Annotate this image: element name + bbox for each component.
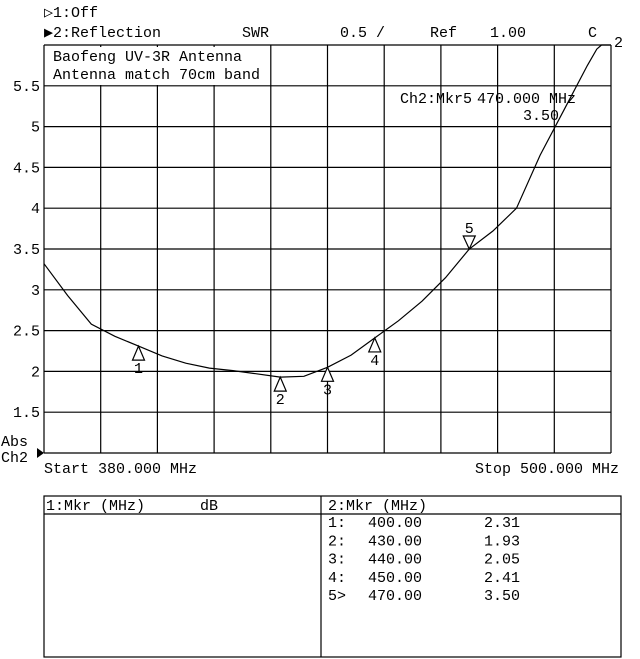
marker-triangle-icon <box>462 235 477 251</box>
format-label: SWR <box>242 25 269 42</box>
y-tick-label: 2.5 <box>13 324 40 341</box>
marker-frequency: 470.00 <box>368 588 422 605</box>
marker-label: 1 <box>134 361 143 378</box>
ref-value: 1.00 <box>490 25 526 42</box>
marker-value: 2.31 <box>484 515 520 532</box>
marker-1[interactable]: 1 <box>131 344 146 378</box>
marker-id: 5> <box>328 588 346 605</box>
active-marker-value: 3.50 <box>523 108 559 125</box>
channel-1-status: ▷1:Off <box>44 5 98 22</box>
marker-table-row: 1: 400.00 2.31 <box>328 515 520 532</box>
left-table-unit: dB <box>200 498 218 515</box>
marker-4[interactable]: 4 <box>367 336 382 370</box>
y-tick-label: 5 <box>31 120 40 137</box>
marker-table-row: 5> 470.00 3.50 <box>328 588 520 605</box>
trace-end-label: 2 <box>614 35 623 52</box>
marker-3[interactable]: 3 <box>320 365 335 399</box>
marker-table-row: 2: 430.00 1.93 <box>328 533 520 550</box>
marker-triangle-icon <box>320 365 335 382</box>
channel-2-status: ▶2:Reflection <box>44 25 161 42</box>
marker-frequency: 400.00 <box>368 515 422 532</box>
stop-frequency: Stop 500.000 MHz <box>475 461 619 478</box>
correction-indicator: C <box>588 25 597 42</box>
swr-trace <box>43 44 611 378</box>
marker-2[interactable]: 2 <box>273 375 288 409</box>
marker-value: 2.41 <box>484 570 520 587</box>
marker-id: 2: <box>328 533 346 550</box>
marker-value: 2.05 <box>484 552 520 569</box>
marker-triangle-icon <box>131 344 146 361</box>
marker-triangle-icon <box>273 375 288 392</box>
marker-table: 1:Mkr (MHz) dB 2:Mkr (MHz) 1: 400.00 2.312… <box>43 495 622 658</box>
start-frequency: Start 380.000 MHz <box>44 461 197 478</box>
ref-label: Ref <box>430 25 457 42</box>
marker-id: 4: <box>328 570 346 587</box>
y-tick-label: 5.5 <box>13 79 40 96</box>
title-line-2: Antenna match 70cm band <box>53 67 260 84</box>
marker-frequency: 440.00 <box>368 552 422 569</box>
marker-label: 4 <box>370 353 379 370</box>
left-table-header: 1:Mkr (MHz) <box>46 498 145 515</box>
active-marker-label: Ch2:Mkr5 <box>400 91 472 108</box>
plot-grid <box>43 44 612 454</box>
marker-5[interactable]: 5 <box>462 221 477 251</box>
y-tick-label: 1.5 <box>13 405 40 422</box>
marker-value: 3.50 <box>484 588 520 605</box>
markers: 1 2 3 4 5 <box>131 221 477 409</box>
y-tick-label: 2 <box>31 364 40 381</box>
y-axis-labels: 1.5 2 2.5 3 3.5 4 4.5 5 5.5 <box>13 79 40 422</box>
marker-value: 1.93 <box>484 533 520 550</box>
y-tick-label: 4 <box>31 201 40 218</box>
reference-pointer-icon <box>37 448 44 458</box>
marker-frequency: 450.00 <box>368 570 422 587</box>
marker-id: 1: <box>328 515 346 532</box>
title-line-1: Baofeng UV-3R Antenna <box>53 49 242 66</box>
abs-label: Abs <box>1 434 28 451</box>
title-background <box>50 47 270 85</box>
marker-id: 3: <box>328 552 346 569</box>
marker-table-row: 4: 450.00 2.41 <box>328 570 520 587</box>
y-tick-label: 4.5 <box>13 160 40 177</box>
channel-label: Ch2 <box>1 450 28 467</box>
marker-frequency: 430.00 <box>368 533 422 550</box>
marker-label: 5 <box>465 221 474 238</box>
scale-label: 0.5 / <box>340 25 385 42</box>
marker-label: 2 <box>276 392 285 409</box>
marker-triangle-icon <box>367 336 382 353</box>
right-table-header: 2:Mkr (MHz) <box>328 498 427 515</box>
marker-table-row: 3: 440.00 2.05 <box>328 552 520 569</box>
y-tick-label: 3.5 <box>13 242 40 259</box>
marker-label: 3 <box>323 382 332 399</box>
y-tick-label: 3 <box>31 283 40 300</box>
active-marker-frequency: 470.000 MHz <box>477 91 576 108</box>
